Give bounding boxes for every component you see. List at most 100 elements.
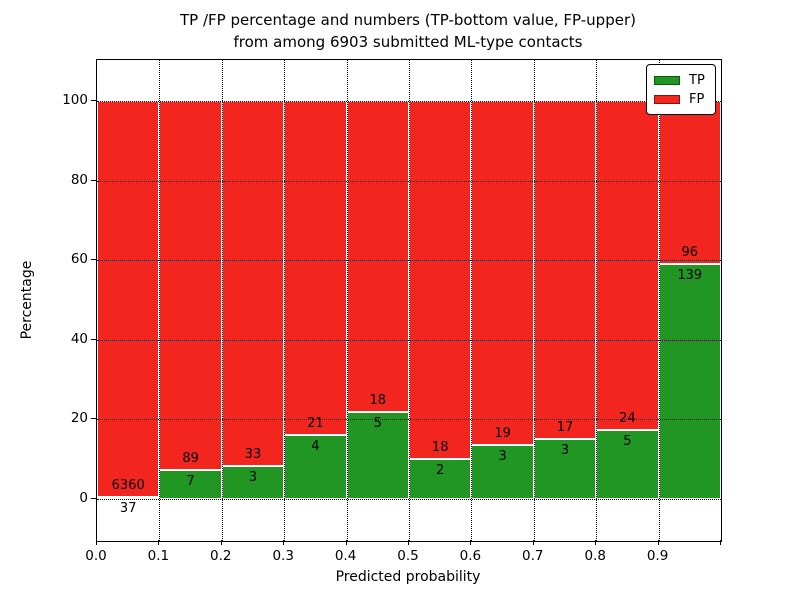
- legend-item-label: TP: [689, 73, 705, 88]
- tp-swatch-icon: [654, 76, 680, 85]
- gridline-horizontal: [97, 101, 721, 102]
- fp-count-label: 17: [556, 420, 574, 436]
- bar-segment-tp: [533, 439, 597, 499]
- fp-count-label: 18: [431, 440, 449, 456]
- bar-segment-fp: [409, 101, 472, 460]
- bar-segment-fp: [471, 101, 534, 445]
- x-tick-label: 0.0: [85, 548, 107, 564]
- bar-column: [471, 60, 534, 541]
- fp-count-label: 18: [369, 393, 387, 409]
- y-tick-label: 100: [62, 92, 88, 108]
- bar-segment-fp: [596, 101, 659, 431]
- bar-segment-fp: [221, 101, 285, 466]
- x-tick-mark: [158, 540, 160, 545]
- tp-count-label: 5: [623, 434, 632, 450]
- bar-segment-fp: [658, 101, 721, 264]
- chart-title: TP /FP percentage and numbers (TP-bottom…: [96, 9, 720, 53]
- bar-segment-fp: [533, 101, 597, 440]
- bar-segment-tp: [471, 444, 534, 499]
- chart-title-line2: from among 6903 submitted ML-type contac…: [233, 33, 583, 51]
- legend-item-label: FP: [689, 92, 705, 107]
- y-tick-mark: [91, 498, 96, 499]
- legend: TP FP: [646, 64, 716, 115]
- fp-count-label: 21: [307, 416, 324, 432]
- x-tick-label: 0.5: [397, 548, 419, 564]
- gridline-vertical: [221, 60, 223, 541]
- tp-count-label: 3: [560, 443, 570, 459]
- bar-segment-tp: [221, 465, 285, 499]
- bar-column: [596, 60, 659, 541]
- bar-segment-fp: [346, 101, 409, 413]
- bar-column: [658, 60, 721, 541]
- x-tick-mark: [220, 540, 222, 545]
- tp-count-label: 3: [248, 469, 258, 485]
- gridline-horizontal: [97, 260, 721, 262]
- y-tick-label: 60: [70, 251, 88, 268]
- tp-count-label: 4: [311, 439, 320, 455]
- x-tick-mark: [532, 540, 534, 545]
- tp-count-label: 5: [373, 416, 382, 432]
- bar-segment-tp: [346, 412, 409, 499]
- fp-count-label: 19: [494, 425, 511, 441]
- bar-column: [409, 60, 472, 541]
- x-tick-label: 0.6: [459, 548, 482, 564]
- plot-area: 6360 37 89 7 33 3 21 4 18 5 18 2 19 3 17 3 24 5 96 139: [96, 59, 722, 542]
- chart-title-line1: TP /FP percentage and numbers (TP-bottom…: [180, 11, 636, 29]
- x-tick-label: 0.2: [210, 548, 232, 564]
- x-tick-label: 0.3: [272, 548, 294, 564]
- tp-count-label: 139: [677, 267, 703, 283]
- gridline-vertical: [409, 60, 410, 541]
- bar-column: [97, 60, 160, 541]
- bar-column: [533, 60, 597, 541]
- gridline-horizontal: [97, 180, 721, 182]
- gridline-horizontal: [97, 339, 721, 341]
- bar-segment-fp: [97, 101, 160, 497]
- bar-column: [159, 60, 222, 541]
- gridline-vertical: [533, 60, 535, 541]
- y-tick-mark: [91, 179, 96, 181]
- fp-count-label: 24: [619, 411, 636, 427]
- gridline-vertical: [346, 60, 348, 541]
- y-axis-label: Percentage: [19, 260, 35, 340]
- y-tick-mark: [91, 418, 96, 420]
- bar-segment-tp: [596, 430, 659, 499]
- x-axis-label: Predicted probability: [335, 569, 481, 585]
- y-tick-label: 20: [70, 410, 88, 427]
- gridline-vertical: [284, 60, 286, 541]
- gridline-vertical: [596, 60, 598, 541]
- x-tick-label: 0.8: [584, 548, 606, 564]
- x-tick-label: 0.4: [334, 548, 357, 564]
- legend-row: TP: [654, 73, 708, 88]
- gridline-vertical: [159, 60, 161, 541]
- bar-segment-tp: [409, 459, 472, 499]
- x-tick-mark: [470, 540, 472, 545]
- fp-count-label: 89: [182, 450, 199, 466]
- x-tick-label: 0.1: [147, 548, 170, 564]
- y-tick-mark: [91, 100, 96, 101]
- x-tick-mark: [283, 540, 285, 545]
- fp-swatch-icon: [654, 95, 680, 104]
- x-tick-label: 0.9: [646, 548, 669, 564]
- gridline-horizontal: [97, 499, 721, 500]
- gridline-vertical: [658, 60, 660, 541]
- bar-segment-tp: [97, 496, 160, 499]
- bar-segment-tp: [658, 263, 721, 499]
- y-tick-label: 40: [70, 330, 88, 347]
- y-tick-mark: [91, 259, 96, 261]
- y-tick-mark: [91, 338, 96, 340]
- y-tick-label: 0: [79, 490, 88, 506]
- legend-row: FP: [654, 92, 708, 107]
- y-tick-label: 80: [70, 171, 88, 188]
- bar-column: [284, 60, 347, 541]
- fp-count-label: 6360: [111, 477, 145, 493]
- x-tick-mark: [96, 540, 97, 545]
- bar-column: [221, 60, 285, 541]
- tp-count-label: 7: [186, 473, 195, 489]
- bar-segment-tp: [284, 435, 347, 499]
- x-tick-mark: [595, 540, 597, 545]
- x-tick-mark: [408, 540, 409, 545]
- gridline-vertical: [471, 60, 473, 541]
- bar-segment-tp: [159, 469, 222, 499]
- x-tick-label: 0.7: [522, 548, 544, 564]
